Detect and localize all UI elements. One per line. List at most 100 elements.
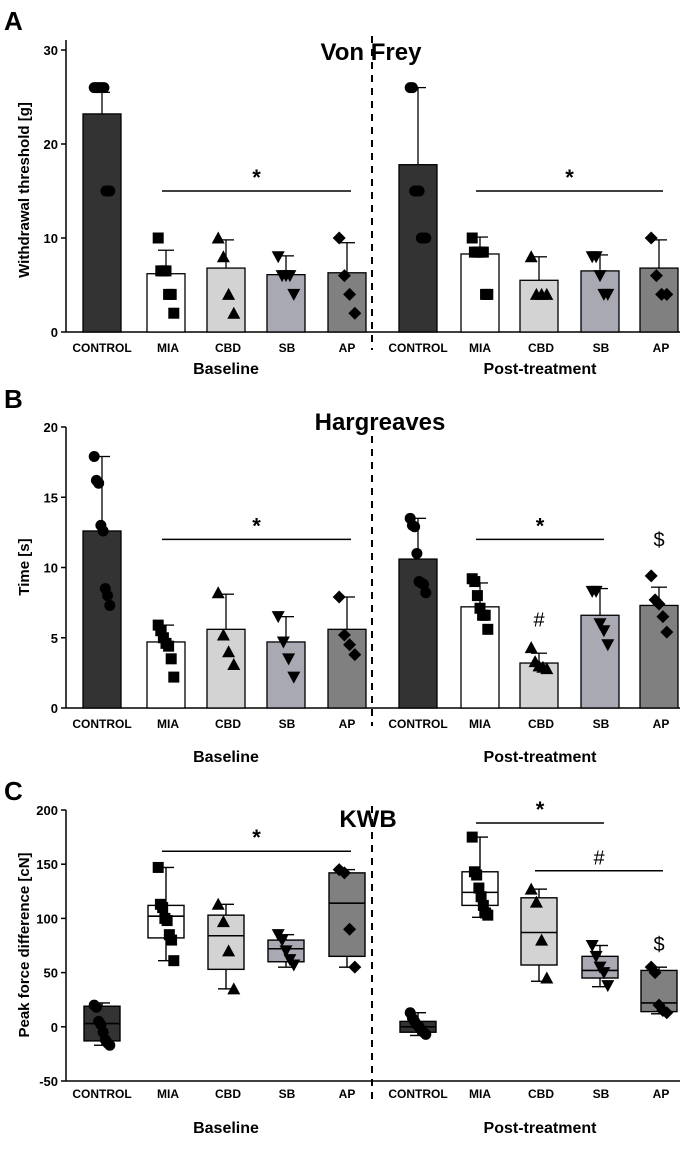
panel-b-data-point-1-3 (593, 618, 607, 631)
panel-c-data-point-1-1 (482, 909, 494, 921)
panel-c-data-point-1-3 (589, 950, 603, 963)
panel-c-data-point-0-4 (337, 866, 351, 880)
panel-b-data-point-0-4 (343, 638, 357, 652)
panel-b-data-point-1-3 (589, 585, 603, 598)
panel-b-bar-0-3 (266, 641, 306, 709)
panel-b-category-label: CBD (528, 717, 554, 731)
panel-a-category-label: MIA (157, 341, 179, 355)
panel-c-data-point-1-1 (466, 831, 478, 843)
panel-b-bar-1-3 (580, 614, 620, 709)
panel-b-data-point-0-2 (216, 628, 230, 641)
panel-c-data-point-0-1 (166, 934, 178, 946)
panel-a-bar-0-2 (206, 267, 246, 333)
panel-b-data-point-0-3 (276, 636, 290, 649)
panel-b-data-point-0-0 (97, 525, 109, 537)
panel-b-group-label-baseline: Baseline (193, 749, 259, 766)
panel-c-category-label: MIA (469, 1087, 491, 1101)
panel-c-category-label: CONTROL (72, 1087, 131, 1101)
panel-a-data-point-0-0 (104, 185, 116, 197)
panel-b-data-point-0-1 (157, 632, 169, 644)
panel-a-data-point-1-4 (649, 269, 663, 283)
panel-c-data-point-1-3 (597, 967, 611, 980)
panel-b-y-tick-label: 5 (51, 631, 58, 646)
panel-a-bar-0-4 (327, 272, 367, 333)
panel-a-data-point-0-4 (348, 306, 362, 320)
panel-c-y-tick-label: -50 (39, 1074, 58, 1089)
panel-b-data-point-1-1 (474, 602, 486, 614)
panel-a-data-point-0-4 (343, 287, 357, 301)
panel-b-data-point-0-1 (163, 640, 175, 652)
panel-c-data-point-0-2 (227, 982, 241, 995)
panel-b-category-label: SB (593, 717, 610, 731)
panel-a-data-point-1-1 (477, 246, 489, 258)
panel-c-data-point-1-4 (648, 966, 662, 980)
panel-a-data-point-0-1 (168, 307, 180, 319)
panel-c-data-point-1-1 (477, 899, 489, 911)
panel-a-data-point-0-1 (152, 232, 164, 244)
panel-a-data-point-1-3 (601, 288, 615, 301)
panel-a-data-point-1-2 (540, 287, 554, 300)
panel-b-y-tick-label: 20 (44, 420, 58, 435)
panel-a-significance-label: * (252, 165, 261, 190)
panel-c-data-point-1-2 (524, 882, 538, 895)
panel-b-category-label: CONTROL (72, 717, 131, 731)
panel-a-data-point-1-4 (660, 287, 674, 301)
panel-b-bar-0-0 (82, 530, 122, 709)
panel-b-data-point-0-4 (337, 628, 351, 642)
panel-b-category-label: CBD (215, 717, 241, 731)
panel-b-data-point-0-4 (332, 590, 346, 604)
panel-b-y-tick-label: 0 (51, 701, 58, 716)
panel-a-data-point-0-2 (227, 306, 241, 319)
panel-c-category-label: SB (593, 1087, 610, 1101)
panel-b-data-point-1-4 (652, 597, 666, 611)
panel-a-y-tick-label: 10 (44, 231, 58, 246)
panel-b-significance-label: * (252, 513, 261, 538)
panel-c-plot: -50 0 50 100 150 200 CONTROL MIA CBD SB AP CONTROL M… (36, 797, 680, 1101)
panel-b: B Hargreaves Time [s] Baseline Post-trea… (4, 384, 680, 766)
panel-b-data-point-1-2 (524, 641, 538, 654)
panel-b-bar-1-4 (639, 604, 679, 709)
panel-c-data-point-0-2 (211, 897, 225, 910)
panel-b-bar-1-2 (519, 662, 559, 709)
panel-a-data-point-0-1 (165, 288, 177, 300)
panel-b-title: Hargreaves (315, 409, 446, 436)
panel-b-data-point-0-1 (165, 653, 177, 665)
panel-c-data-point-1-2 (540, 971, 554, 984)
panel-c-y-tick-label: 0 (51, 1020, 58, 1035)
panel-c-data-point-1-4 (660, 1006, 674, 1020)
panel-b-data-point-0-2 (211, 586, 225, 599)
panel-b-data-point-0-3 (282, 653, 296, 666)
panel-b-data-point-0-0 (102, 590, 114, 602)
panel-c-data-point-0-4 (343, 922, 357, 936)
panel-c-data-point-0-4 (348, 960, 362, 974)
panel-b-letter: B (4, 384, 23, 414)
panel-a-bar-0-0 (82, 113, 122, 333)
panel-a-data-point-1-3 (589, 251, 603, 264)
panel-a-plot: 0 10 20 30 CONTROL MIA CBD SB AP CONTROL MIA CBD SB A… (44, 36, 680, 355)
panel-b-significance-label: $ (653, 529, 664, 551)
panel-c-y-tick-label: 50 (44, 966, 58, 981)
panel-a-data-point-0-3 (287, 288, 301, 301)
panel-a-data-point-1-1 (466, 232, 478, 244)
panel-a-category-label: CONTROL (72, 341, 131, 355)
panel-c-category-label: AP (653, 1087, 670, 1101)
panel-c-box-0-4 (328, 872, 366, 958)
panel-b-plot: 0 5 10 15 20 CONTROL MIA CBD SB AP CONTROL MIA CBD SB… (44, 420, 680, 731)
panel-a-data-point-1-2 (524, 250, 538, 263)
panel-c-significance-label: * (536, 797, 545, 822)
panel-a-y-axis-label: Withdrawal threshold [g] (16, 102, 33, 278)
panel-c-data-point-0-1 (152, 861, 164, 873)
panel-b-y-tick-label: 15 (44, 490, 58, 505)
panel-a-data-point-0-2 (216, 250, 230, 263)
panel-b-significance-label: # (533, 610, 545, 632)
panel-c-group-label-baseline: Baseline (193, 1120, 259, 1137)
panel-a-letter: A (4, 6, 23, 36)
panel-a-category-label: CONTROL (388, 341, 447, 355)
panel-b-data-point-0-0 (88, 451, 100, 463)
panel-b-data-point-1-4 (656, 610, 670, 624)
panel-a: A Von Frey Withdrawal threshold [g] Base… (4, 6, 680, 378)
panel-a-category-label: SB (593, 341, 610, 355)
panel-c-category-label: CBD (215, 1087, 241, 1101)
panel-b-category-label: CONTROL (388, 717, 447, 731)
panel-a-data-point-1-0 (406, 82, 418, 94)
